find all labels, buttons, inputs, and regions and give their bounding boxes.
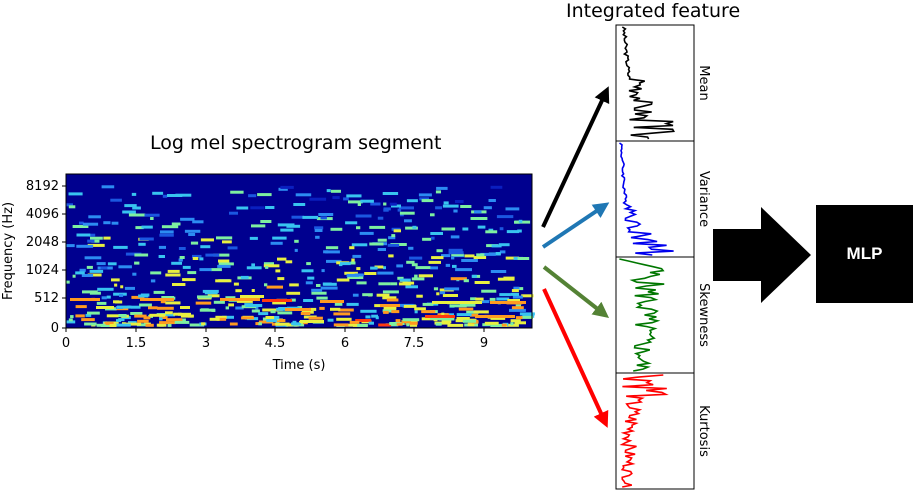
x-tick-label: 9	[480, 336, 488, 351]
feature-curve-kurtosis	[619, 374, 669, 488]
feature-panel-variance: Variance	[615, 140, 711, 258]
feature-curve-mean	[621, 26, 675, 140]
mlp-label: MLP	[846, 244, 883, 263]
x-tick-label: 6	[341, 336, 349, 351]
big-arrow	[713, 207, 811, 303]
feature-panel-skewness: Skewness	[615, 256, 711, 374]
y-tick-label: 2048	[26, 235, 59, 250]
x-axis-label: Time (s)	[272, 358, 326, 373]
feature-panels: Mean Variance Skewness Kurtosis	[615, 24, 711, 490]
x-tick-label: 7.5	[404, 336, 425, 351]
x-tick-label: 4.5	[265, 336, 286, 351]
spectrogram-heatmap	[66, 174, 535, 328]
integrated-feature-title: Integrated feature	[566, 0, 741, 22]
feature-panel-mean: Mean	[615, 24, 711, 142]
feature-label-mean: Mean	[696, 65, 711, 100]
spectrogram-title: Log mel spectrogram segment	[150, 132, 442, 154]
arrow-to-kurtosis	[542, 288, 609, 428]
feature-arrows	[541, 86, 610, 428]
feature-panel-kurtosis: Kurtosis	[615, 372, 711, 490]
y-tick-label: 512	[34, 291, 59, 306]
feature-curve-skewness	[619, 258, 665, 372]
y-axis-label: Frequency (Hz)	[1, 202, 16, 300]
feature-curve-variance	[619, 142, 674, 256]
y-ticks: 0 512 1024 2048 4096 8192	[26, 179, 66, 336]
arrow-to-skewness	[542, 265, 610, 318]
y-tick-label: 4096	[26, 207, 59, 222]
x-tick-label: 0	[62, 336, 70, 351]
y-tick-label: 1024	[26, 263, 59, 278]
arrow-to-mean	[541, 86, 610, 228]
spectrogram-frame	[65, 173, 533, 329]
feature-label-kurtosis: Kurtosis	[696, 405, 711, 457]
arrow-to-variance	[541, 202, 610, 249]
feature-label-variance: Variance	[696, 171, 711, 227]
spectrogram-figure: 0 1.5 3 4.5 6 7.5 9 0 512 1024 2048 4096 8192 Time …	[1, 173, 535, 373]
x-tick-label: 1.5	[126, 336, 147, 351]
mlp-block: MLP	[816, 205, 913, 303]
x-tick-label: 3	[202, 336, 210, 351]
x-ticks: 0 1.5 3 4.5 6 7.5 9	[62, 328, 488, 351]
y-tick-label: 8192	[26, 179, 59, 194]
y-tick-label: 0	[51, 321, 59, 336]
feature-label-skewness: Skewness	[696, 283, 711, 347]
